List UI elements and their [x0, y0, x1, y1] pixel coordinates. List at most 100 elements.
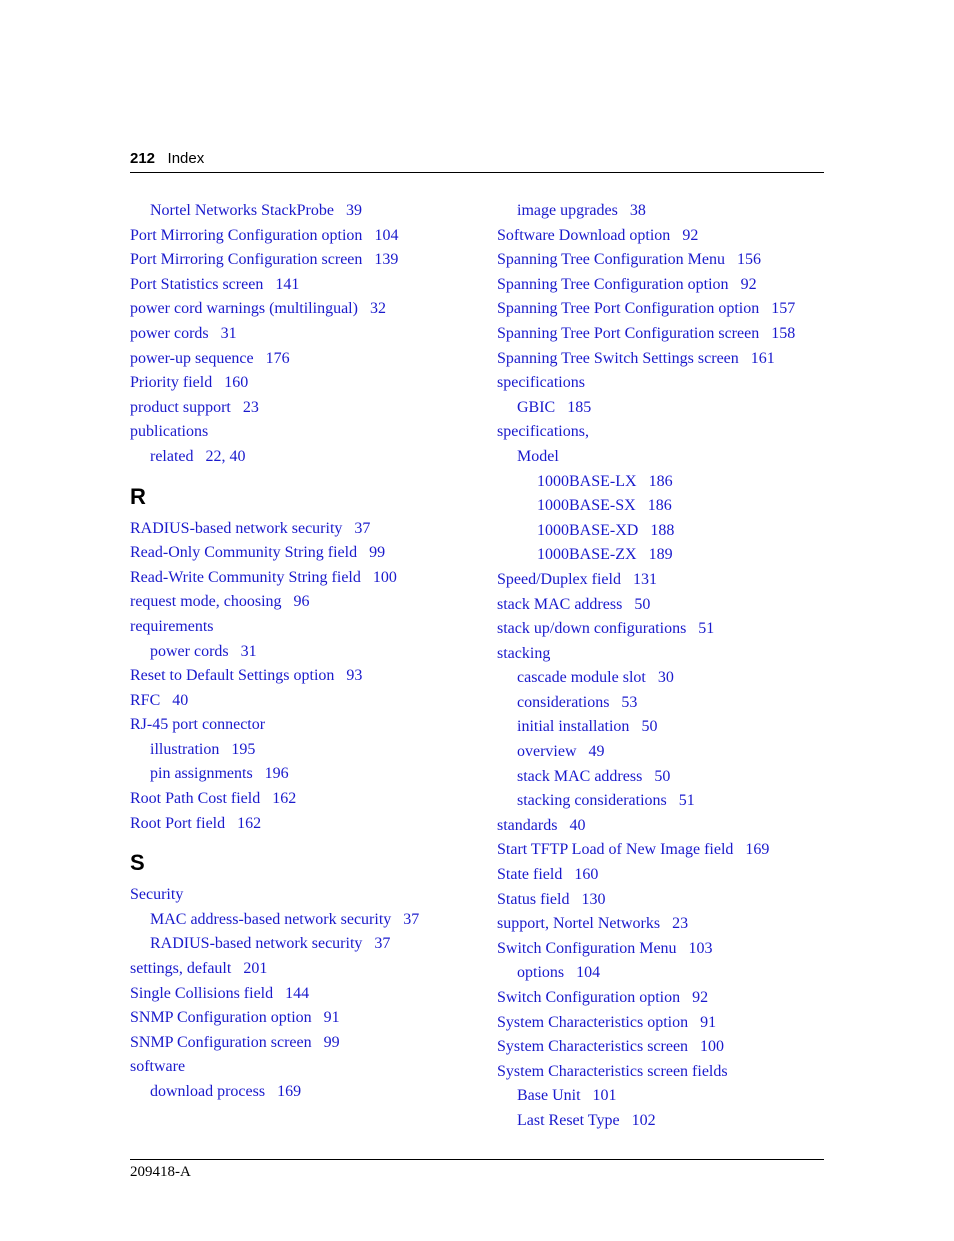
index-term-link[interactable]: standards — [497, 817, 557, 834]
page-ref-link[interactable]: 91 — [700, 1014, 716, 1031]
page-ref-link[interactable]: 99 — [324, 1034, 340, 1051]
index-term-link[interactable]: SNMP Configuration screen — [130, 1034, 312, 1051]
page-ref-link[interactable]: 50 — [634, 596, 650, 613]
index-term-link[interactable]: MAC address-based network security — [150, 911, 391, 928]
index-term-link[interactable]: considerations — [517, 694, 609, 711]
page-ref-link[interactable]: 169 — [745, 841, 769, 858]
index-term-link[interactable]: SNMP Configuration option — [130, 1009, 312, 1026]
index-term-link[interactable]: stack up/down configurations — [497, 620, 686, 637]
index-term-link[interactable]: stack MAC address — [497, 596, 622, 613]
index-term-link[interactable]: System Characteristics option — [497, 1014, 688, 1031]
index-term-link[interactable]: Switch Configuration option — [497, 989, 680, 1006]
index-term-link[interactable]: 1000BASE-XD — [537, 522, 638, 539]
index-term-link[interactable]: RADIUS-based network security — [150, 935, 362, 952]
index-term-link[interactable]: related — [150, 448, 194, 465]
page-ref-link[interactable]: 49 — [589, 743, 605, 760]
page-ref-link[interactable]: 104 — [374, 227, 398, 244]
page-ref-link[interactable]: 51 — [698, 620, 714, 637]
index-term-link[interactable]: requirements — [130, 618, 214, 635]
index-term-link[interactable]: Single Collisions field — [130, 985, 273, 1002]
page-ref-link[interactable]: 23 — [672, 915, 688, 932]
index-term-link[interactable]: Status field — [497, 891, 569, 908]
index-term-link[interactable]: power cords — [150, 643, 229, 660]
index-term-link[interactable]: stack MAC address — [517, 768, 642, 785]
index-term-link[interactable]: software — [130, 1058, 185, 1075]
index-term-link[interactable]: power-up sequence — [130, 350, 254, 367]
page-ref-link[interactable]: 51 — [679, 792, 695, 809]
page-ref-link[interactable]: 185 — [567, 399, 591, 416]
page-ref-link[interactable]: 141 — [275, 276, 299, 293]
index-term-link[interactable]: cascade module slot — [517, 669, 646, 686]
page-ref-link[interactable]: 160 — [224, 374, 248, 391]
index-term-link[interactable]: image upgrades — [517, 202, 618, 219]
index-term-link[interactable]: Software Download option — [497, 227, 670, 244]
page-ref-link[interactable]: 37 — [403, 911, 419, 928]
page-ref-link[interactable]: 50 — [641, 718, 657, 735]
page-ref-link[interactable]: 99 — [369, 544, 385, 561]
page-ref-link[interactable]: 100 — [373, 569, 397, 586]
page-ref-link[interactable]: 53 — [621, 694, 637, 711]
index-term-link[interactable]: specifications, — [497, 423, 589, 440]
page-ref-link[interactable]: 196 — [265, 765, 289, 782]
page-ref-link[interactable]: 158 — [771, 325, 795, 342]
page-ref-link[interactable]: 100 — [700, 1038, 724, 1055]
page-ref-link[interactable]: 131 — [633, 571, 657, 588]
page-ref-link[interactable]: 162 — [272, 790, 296, 807]
index-term-link[interactable]: 1000BASE-LX — [537, 473, 637, 490]
page-ref-link[interactable]: 31 — [241, 643, 257, 660]
index-term-link[interactable]: support, Nortel Networks — [497, 915, 660, 932]
index-term-link[interactable]: Spanning Tree Configuration option — [497, 276, 729, 293]
page-ref-link[interactable]: 188 — [650, 522, 674, 539]
index-term-link[interactable]: publications — [130, 423, 208, 440]
index-term-link[interactable]: GBIC — [517, 399, 555, 416]
page-ref-link[interactable]: 139 — [374, 251, 398, 268]
page-ref-link[interactable]: 50 — [654, 768, 670, 785]
index-term-link[interactable]: State field — [497, 866, 562, 883]
page-ref-link[interactable]: 101 — [593, 1087, 617, 1104]
page-ref-link[interactable]: 22 — [206, 448, 222, 465]
index-term-link[interactable]: RADIUS-based network security — [130, 520, 342, 537]
index-term-link[interactable]: stacking — [497, 645, 550, 662]
index-term-link[interactable]: Port Statistics screen — [130, 276, 263, 293]
page-ref-link[interactable]: 104 — [576, 964, 600, 981]
page-ref-link[interactable]: 93 — [346, 667, 362, 684]
index-term-link[interactable]: Security — [130, 886, 183, 903]
index-term-link[interactable]: Read-Write Community String field — [130, 569, 361, 586]
page-ref-link[interactable]: 186 — [649, 473, 673, 490]
index-term-link[interactable]: overview — [517, 743, 577, 760]
page-ref-link[interactable]: 102 — [632, 1112, 656, 1129]
page-ref-link[interactable]: 157 — [771, 300, 795, 317]
page-ref-link[interactable]: 186 — [648, 497, 672, 514]
index-term-link[interactable]: 1000BASE-ZX — [537, 546, 637, 563]
index-term-link[interactable]: Base Unit — [517, 1087, 581, 1104]
page-ref-link[interactable]: 37 — [354, 520, 370, 537]
page-ref-link[interactable]: 38 — [630, 202, 646, 219]
page-ref-link[interactable]: 144 — [285, 985, 309, 1002]
page-ref-link[interactable]: 30 — [658, 669, 674, 686]
index-term-link[interactable]: settings, default — [130, 960, 231, 977]
index-term-link[interactable]: Spanning Tree Port Configuration option — [497, 300, 759, 317]
page-ref-link[interactable]: 195 — [231, 741, 255, 758]
page-ref-link[interactable]: 92 — [692, 989, 708, 1006]
page-ref-link[interactable]: 169 — [277, 1083, 301, 1100]
page-ref-link[interactable]: 23 — [243, 399, 259, 416]
page-ref-link[interactable]: 189 — [649, 546, 673, 563]
index-term-link[interactable]: download process — [150, 1083, 265, 1100]
page-ref-link[interactable]: 103 — [689, 940, 713, 957]
index-term-link[interactable]: pin assignments — [150, 765, 253, 782]
index-term-link[interactable]: Start TFTP Load of New Image field — [497, 841, 733, 858]
page-ref-link[interactable]: 201 — [243, 960, 267, 977]
page-ref-link[interactable]: 156 — [737, 251, 761, 268]
page-ref-link[interactable]: 91 — [324, 1009, 340, 1026]
index-term-link[interactable]: Spanning Tree Switch Settings screen — [497, 350, 739, 367]
index-term-link[interactable]: Port Mirroring Configuration screen — [130, 251, 362, 268]
index-term-link[interactable]: Priority field — [130, 374, 212, 391]
index-term-link[interactable]: System Characteristics screen — [497, 1038, 688, 1055]
index-term-link[interactable]: Speed/Duplex field — [497, 571, 621, 588]
index-term-link[interactable]: options — [517, 964, 564, 981]
page-ref-link[interactable]: 40 — [172, 692, 188, 709]
index-term-link[interactable]: power cords — [130, 325, 209, 342]
index-term-link[interactable]: Reset to Default Settings option — [130, 667, 334, 684]
index-term-link[interactable]: Switch Configuration Menu — [497, 940, 677, 957]
index-term-link[interactable]: RFC — [130, 692, 160, 709]
